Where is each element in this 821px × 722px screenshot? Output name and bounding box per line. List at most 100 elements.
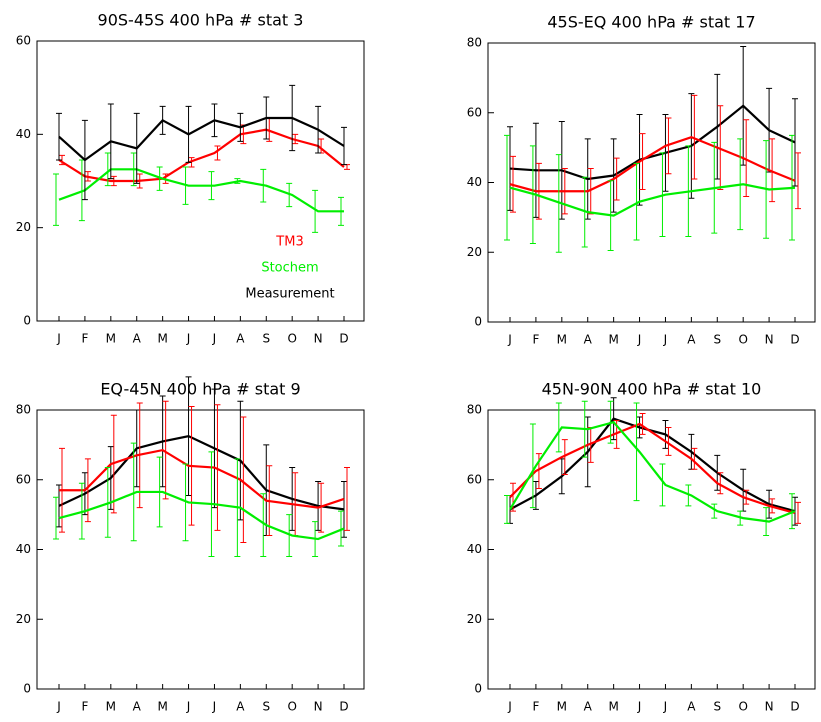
x-tick-label: J xyxy=(212,700,217,714)
chart-title: EQ-45N 400 hPa # stat 9 xyxy=(100,380,300,399)
x-tick-label: O xyxy=(287,332,296,346)
x-tick-label: S xyxy=(713,333,721,347)
y-tick-label: 80 xyxy=(467,36,482,50)
error-bar xyxy=(130,442,137,542)
error-bar xyxy=(769,138,776,203)
error-bar xyxy=(214,404,221,531)
y-tick-label: 80 xyxy=(16,403,31,417)
error-bar xyxy=(633,162,640,241)
x-tick-label: F xyxy=(532,333,539,347)
x-tick-label: D xyxy=(339,332,348,346)
x-tick-label: J xyxy=(56,332,61,346)
error-bar xyxy=(789,493,795,530)
error-bar xyxy=(633,402,640,502)
error-bar xyxy=(717,472,724,495)
series-line xyxy=(509,135,796,193)
x-tick-label: J xyxy=(637,333,642,347)
error-bar xyxy=(104,152,111,187)
y-tick-label: 0 xyxy=(23,682,31,696)
error-bar xyxy=(240,416,247,544)
error-bar xyxy=(795,501,801,524)
y-tick-label: 40 xyxy=(16,542,31,556)
error-bar xyxy=(792,98,798,187)
error-bar xyxy=(717,105,724,190)
error-bar xyxy=(162,400,169,500)
x-tick-label: O xyxy=(287,700,296,714)
x-tick-label: J xyxy=(507,700,512,714)
error-bar xyxy=(711,503,718,519)
x-tick-label: N xyxy=(314,700,323,714)
x-tick-label: A xyxy=(236,700,245,714)
x-tick-label: F xyxy=(81,700,88,714)
x-tick-label: F xyxy=(81,332,88,346)
x-tick-label: A xyxy=(584,700,593,714)
x-tick-label: J xyxy=(186,700,191,714)
chart-title: 45N-90N 400 hPa # stat 10 xyxy=(542,380,762,399)
error-bar xyxy=(344,164,350,170)
x-tick-label: A xyxy=(584,333,593,347)
y-tick-label: 60 xyxy=(467,472,482,486)
error-bar xyxy=(665,426,672,456)
series-line xyxy=(509,104,796,181)
legend-label: Stochem xyxy=(261,261,318,276)
x-tick-label: D xyxy=(790,700,799,714)
x-tick-label: J xyxy=(507,333,512,347)
x-tick-label: M xyxy=(106,700,116,714)
x-tick-label: M xyxy=(608,333,618,347)
x-tick-label: J xyxy=(637,700,642,714)
series-line xyxy=(509,183,796,217)
x-tick-label: J xyxy=(56,700,61,714)
y-tick-label: 40 xyxy=(16,127,31,141)
error-bar xyxy=(691,447,698,470)
x-tick-label: O xyxy=(738,333,747,347)
x-tick-label: M xyxy=(157,700,167,714)
x-tick-label: D xyxy=(339,700,348,714)
y-tick-label: 60 xyxy=(467,105,482,119)
x-tick-label: J xyxy=(186,332,191,346)
error-bar xyxy=(795,152,801,210)
y-tick-label: 60 xyxy=(16,472,31,486)
error-bar xyxy=(214,145,221,161)
legend-label: Measurement xyxy=(245,287,334,302)
x-tick-label: M xyxy=(157,332,167,346)
error-bar xyxy=(56,112,62,161)
error-bar xyxy=(561,439,568,476)
error-bar xyxy=(639,133,646,190)
error-bar xyxy=(260,493,267,557)
series-line xyxy=(58,435,345,511)
x-tick-label: J xyxy=(212,332,217,346)
series-line xyxy=(58,168,344,213)
error-bar xyxy=(659,463,666,507)
x-tick-label: N xyxy=(765,333,774,347)
plot-frame xyxy=(36,40,365,322)
y-tick-label: 60 xyxy=(16,34,31,48)
x-tick-label: J xyxy=(663,333,668,347)
error-bar xyxy=(504,134,510,241)
x-tick-label: A xyxy=(133,700,142,714)
error-bar xyxy=(691,94,698,180)
error-bar xyxy=(529,423,536,509)
y-tick-label: 20 xyxy=(16,612,31,626)
error-bar xyxy=(338,510,344,547)
x-tick-label: O xyxy=(738,700,747,714)
legend-label: TM3 xyxy=(275,235,303,250)
y-tick-label: 20 xyxy=(16,220,31,234)
y-tick-label: 0 xyxy=(23,314,31,328)
y-tick-label: 80 xyxy=(467,403,482,417)
chart-title: 90S-45S 400 hPa # stat 3 xyxy=(98,11,304,30)
series-line xyxy=(58,116,345,162)
x-tick-label: M xyxy=(106,332,116,346)
y-tick-label: 20 xyxy=(467,612,482,626)
error-bar xyxy=(182,463,189,542)
series-line xyxy=(509,420,796,523)
series-line xyxy=(58,128,345,183)
error-bar xyxy=(53,173,59,226)
x-tick-label: M xyxy=(557,333,567,347)
x-tick-label: J xyxy=(663,700,668,714)
error-bar xyxy=(312,189,319,233)
x-tick-label: F xyxy=(532,700,539,714)
x-tick-label: S xyxy=(713,700,721,714)
plot-frame xyxy=(487,409,816,690)
error-bar xyxy=(613,157,620,201)
